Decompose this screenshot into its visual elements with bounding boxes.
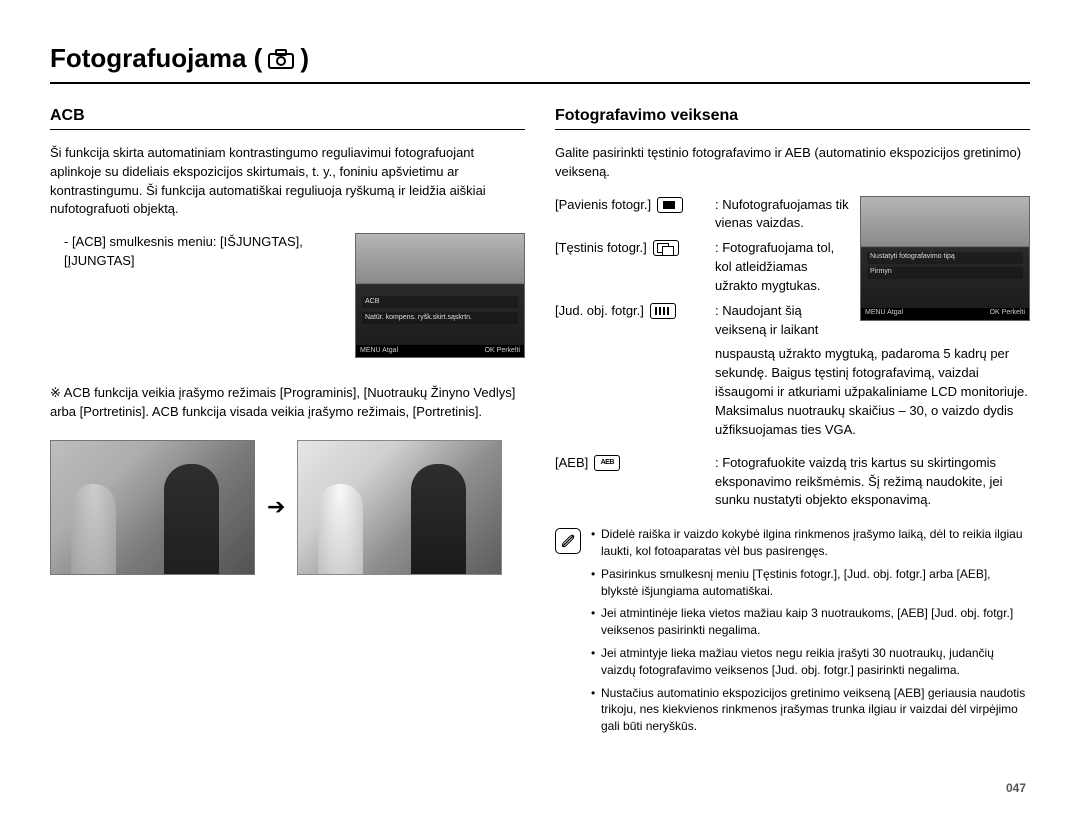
bullet-item: Pasirinkus smulkesnį meniu [Tęstinis fot… [591,566,1030,600]
continuous-shot-icon [653,240,679,256]
motion-capture-icon [650,303,676,319]
mode-desc-continuous: : Fotografuojama tol, kol atleidžiamas u… [715,239,850,296]
camera-icon [268,49,294,69]
lcd-desc-label: Natūr. kompens. ryšk.skirt.sąskrtn. [365,313,472,323]
lcd-footer-left: MENU Atgal [360,346,398,356]
page-number: 047 [1006,780,1026,797]
mode-desc-motion-wide: nuspaustą užrakto mygtuką, padaroma 5 ka… [555,345,1030,439]
bullet-item: Nustačius automatinio ekspozicijos greti… [591,685,1030,735]
mode-label-continuous: [Tęstinis fotogr.] [555,239,705,296]
bullet-item: Jei atmintinėje lieka vietos mažiau kaip… [591,605,1030,639]
right-column: Fotografavimo veiksena Galite pasirinkti… [555,104,1030,741]
mode-aeb-text: [AEB] [555,454,588,473]
drive-lcd-row2: Pirmyn [867,267,1023,279]
lcd-acb-label: ACB [365,297,379,307]
drive-lcd-footer-right: OK Perkelti [990,308,1025,318]
mode-label-aeb: [AEB] AEB [555,454,705,511]
lcd-row-acb: ACB [362,296,518,308]
acb-note: ※ ACB funkcija veikia įrašymo režimais [… [50,384,525,422]
bullet-item: Didelė raiška ir vaizdo kokybė ilgina ri… [591,526,1030,560]
drive-intro: Galite pasirinkti tęstinio fotografavimo… [555,144,1030,182]
drive-lcd-row2-text: Pirmyn [870,267,892,277]
acb-photo-before [50,440,255,575]
lcd-footer: MENU Atgal OK Perkelti [356,345,524,357]
page-title-text: Fotografuojama ( [50,40,262,78]
drive-heading: Fotografavimo veiksena [555,104,1030,130]
drive-lcd-row1-text: Nustatyti fotografavimo tipą [870,252,955,262]
left-column: ACB Ši funkcija skirta automatiniam kont… [50,104,525,741]
mode-cont-text: [Tęstinis fotogr.] [555,239,647,258]
info-box: Didelė raiška ir vaizdo kokybė ilgina ri… [555,526,1030,741]
acb-heading: ACB [50,104,525,130]
arrow-icon: ➔ [267,491,285,523]
lcd-row-desc: Natūr. kompens. ryšk.skirt.sąskrtn. [362,312,518,324]
mode-desc-motion: : Naudojant šią veikseną ir laikant [715,302,850,340]
mode-motion-text: [Jud. obj. fotgr.] [555,302,644,321]
drive-lcd-footer-left: MENU Atgal [865,308,903,318]
drive-mode-table-aeb: [AEB] AEB : Fotografuokite vaizdą tris k… [555,454,1030,511]
note-icon [555,528,581,554]
drive-lcd-screenshot: Nustatyti fotografavimo tipą Pirmyn MENU… [860,196,1030,321]
mode-single-text: [Pavienis fotogr.] [555,196,651,215]
page-title-close: ) [300,40,309,78]
mode-desc-single: : Nufotografuojamas tik vienas vaizdas. [715,196,850,234]
drive-lcd-row1: Nustatyti fotografavimo tipą [867,252,1023,264]
mode-desc-aeb: : Fotografuokite vaizdą tris kartus su s… [715,454,1030,511]
page-title: Fotografuojama ( ) [50,40,1030,84]
mode-label-motion: [Jud. obj. fotgr.] [555,302,705,340]
mode-label-single: [Pavienis fotogr.] [555,196,705,234]
info-bullets: Didelė raiška ir vaizdo kokybė ilgina ri… [591,526,1030,741]
acb-comparison: ➔ [50,440,525,575]
bullet-item: Jei atmintyje lieka mažiau vietos negu r… [591,645,1030,679]
drive-lcd-footer: MENU Atgal OK Perkelti [861,308,1029,320]
drive-mode-table: [Pavienis fotogr.] : Nufotografuojamas t… [555,196,850,340]
acb-intro: Ši funkcija skirta automatiniam kontrast… [50,144,525,219]
lcd-footer-right: OK Perkelti [485,346,520,356]
acb-photo-after [297,440,502,575]
aeb-icon: AEB [594,455,620,471]
single-shot-icon [657,197,683,213]
acb-lcd-screenshot: ACB Natūr. kompens. ryšk.skirt.sąskrtn. … [355,233,525,358]
